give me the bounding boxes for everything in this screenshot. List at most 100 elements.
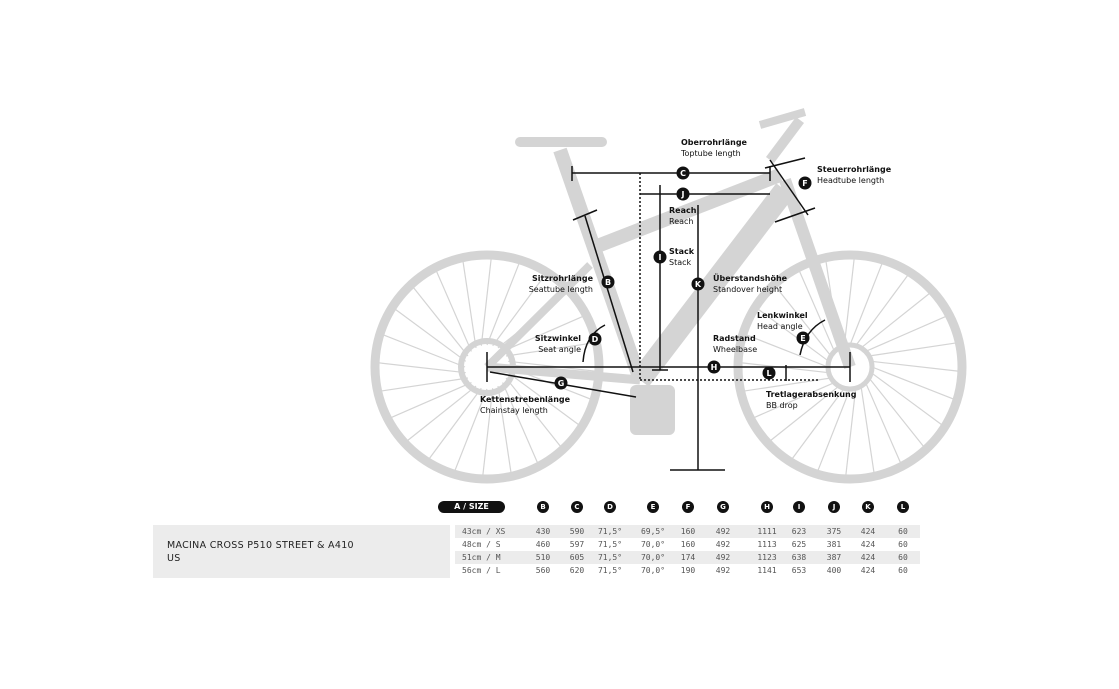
label-toptube: Oberrohrlänge Toptube length bbox=[681, 138, 747, 158]
size-cell: 56cm / L bbox=[462, 566, 501, 575]
value-cell: 60 bbox=[898, 527, 908, 536]
value-cell: 160 bbox=[680, 540, 696, 549]
value-cell: 1113 bbox=[757, 540, 777, 549]
value-cell: 190 bbox=[680, 566, 696, 575]
value-cell: 460 bbox=[535, 540, 551, 549]
value-cell: 71,5° bbox=[597, 527, 623, 536]
value-cell: 1111 bbox=[757, 527, 777, 536]
value-cell: 160 bbox=[680, 527, 696, 536]
spoke bbox=[865, 382, 901, 463]
spoke bbox=[871, 360, 958, 372]
marker-l bbox=[762, 366, 776, 380]
spoke bbox=[770, 385, 840, 441]
marker-d bbox=[588, 332, 602, 346]
column-header-j: J bbox=[828, 501, 840, 513]
column-header-g: G bbox=[717, 501, 729, 513]
spoke bbox=[462, 261, 477, 349]
spoke bbox=[849, 263, 883, 346]
spoke bbox=[746, 334, 829, 368]
column-header-c: C bbox=[571, 501, 583, 513]
value-cell: 71,5° bbox=[597, 566, 623, 575]
marker-i bbox=[653, 250, 667, 264]
value-cell: 375 bbox=[826, 527, 842, 536]
spoke bbox=[482, 388, 494, 475]
value-cell: 1141 bbox=[757, 566, 777, 575]
column-header-e: E bbox=[647, 501, 659, 513]
column-header-d: D bbox=[604, 501, 616, 513]
value-cell: 625 bbox=[791, 540, 807, 549]
spoke bbox=[407, 385, 477, 441]
model-name-box: MACINA CROSS P510 STREET & A410 US bbox=[153, 525, 450, 578]
spoke bbox=[413, 287, 469, 357]
value-cell: 590 bbox=[569, 527, 585, 536]
marker-letter: K bbox=[695, 280, 702, 289]
spoke bbox=[502, 382, 538, 463]
label-bb-drop: Tretlagerabsenkung BB drop bbox=[766, 390, 857, 410]
spoke bbox=[497, 385, 512, 473]
dimension-lines bbox=[486, 157, 851, 471]
spoke bbox=[492, 275, 546, 347]
value-cell: 492 bbox=[715, 553, 731, 562]
marker-letter: G bbox=[558, 379, 565, 388]
marker-h bbox=[707, 360, 721, 374]
value-cell: 623 bbox=[791, 527, 807, 536]
spoke bbox=[436, 271, 472, 352]
spoke bbox=[860, 385, 875, 473]
value-cell: 400 bbox=[826, 566, 842, 575]
table-row: 51cm / M 510 605 71,5° 70,0° 174 492 1123 638 387… bbox=[455, 551, 920, 564]
value-cell: 387 bbox=[826, 553, 842, 562]
spoke bbox=[428, 387, 482, 459]
marker-letter: J bbox=[681, 190, 685, 199]
label-headtube: Steuerrohrlänge Headtube length bbox=[817, 165, 892, 185]
column-header-h: H bbox=[761, 501, 773, 513]
value-cell: 560 bbox=[535, 566, 551, 575]
size-header: A / SIZE bbox=[438, 501, 505, 513]
spoke bbox=[508, 360, 595, 372]
column-header-b: B bbox=[537, 501, 549, 513]
marker-c bbox=[676, 166, 690, 180]
value-cell: 70,0° bbox=[640, 540, 666, 549]
marker-k bbox=[691, 277, 705, 291]
spoke bbox=[480, 259, 492, 346]
value-cell: 605 bbox=[569, 553, 585, 562]
spoke bbox=[871, 366, 954, 400]
bike-silhouette bbox=[370, 108, 967, 484]
spoke bbox=[758, 308, 830, 362]
marker-letter: E bbox=[800, 334, 805, 343]
model-name: MACINA CROSS P510 STREET & A410 US bbox=[167, 540, 354, 564]
spoke bbox=[507, 372, 579, 426]
label-seat-angle: Sitzwinkel Seat angle bbox=[534, 334, 581, 354]
value-cell: 1123 bbox=[757, 553, 777, 562]
value-cell: 70,0° bbox=[640, 566, 666, 575]
spoke bbox=[502, 316, 583, 352]
spoke bbox=[383, 334, 466, 368]
column-header-l: L bbox=[897, 501, 909, 513]
value-cell: 424 bbox=[860, 553, 876, 562]
marker-j bbox=[676, 187, 690, 201]
table-row: 48cm / S 460 597 71,5° 70,0° 160 492 1113 625 381… bbox=[455, 538, 920, 551]
spoke bbox=[381, 377, 469, 392]
size-cell: 51cm / M bbox=[462, 553, 501, 562]
value-cell: 492 bbox=[715, 540, 731, 549]
value-cell: 381 bbox=[826, 540, 842, 549]
value-cell: 492 bbox=[715, 566, 731, 575]
size-cell: 48cm / S bbox=[462, 540, 501, 549]
value-cell: 70,0° bbox=[640, 553, 666, 562]
marker-letter: I bbox=[659, 253, 662, 262]
label-chainstay: Kettenstrebenlänge Chainstay length bbox=[480, 395, 571, 415]
column-header-i: I bbox=[793, 501, 805, 513]
label-seattube: Sitzrohrlänge Seattube length bbox=[528, 274, 593, 294]
marker-e bbox=[796, 331, 810, 345]
value-cell: 60 bbox=[898, 566, 908, 575]
marker-letter: C bbox=[680, 169, 686, 178]
value-cell: 60 bbox=[898, 553, 908, 562]
table-row: 56cm / L 560 620 71,5° 70,0° 190 492 1141 653 400… bbox=[455, 564, 920, 577]
spoke bbox=[505, 342, 593, 357]
value-cell: 71,5° bbox=[597, 553, 623, 562]
spoke bbox=[776, 287, 832, 357]
value-cell: 620 bbox=[569, 566, 585, 575]
spoke bbox=[754, 382, 835, 418]
dimension-markers: B C D E F G H I J K L bbox=[554, 166, 812, 390]
value-cell: 424 bbox=[860, 566, 876, 575]
value-cell: 430 bbox=[535, 527, 551, 536]
